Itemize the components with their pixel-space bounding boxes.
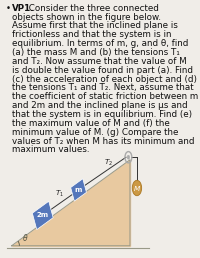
Text: the coefficient of static friction between m: the coefficient of static friction betwe… — [12, 92, 199, 101]
Text: the tensions T₁ and T₂. Next, assume that: the tensions T₁ and T₂. Next, assume tha… — [12, 83, 194, 92]
Text: the maximum value of M and (f) the: the maximum value of M and (f) the — [12, 119, 170, 128]
Text: and T₂. Now assume that the value of M: and T₂. Now assume that the value of M — [12, 57, 187, 66]
Text: 2m: 2m — [37, 212, 49, 219]
Text: •: • — [5, 4, 10, 13]
Text: minimum value of M. (g) Compare the: minimum value of M. (g) Compare the — [12, 128, 179, 137]
Text: equilibrium. In terms of m, g, and θ, find: equilibrium. In terms of m, g, and θ, fi… — [12, 39, 189, 48]
Circle shape — [127, 155, 130, 159]
Text: maximum values.: maximum values. — [12, 146, 90, 155]
Text: $M$: $M$ — [133, 183, 141, 192]
Text: and 2m and the inclined plane is μs and: and 2m and the inclined plane is μs and — [12, 101, 188, 110]
Text: $T_2$: $T_2$ — [104, 158, 113, 168]
Text: m: m — [75, 187, 82, 193]
Text: values of T₂ when M has its minimum and: values of T₂ when M has its minimum and — [12, 136, 195, 146]
Text: (a) the mass M and (b) the tensions T₁: (a) the mass M and (b) the tensions T₁ — [12, 48, 180, 57]
Text: objects shown in the figure below.: objects shown in the figure below. — [12, 13, 161, 22]
Text: $T_1$: $T_1$ — [55, 189, 64, 199]
Text: that the system is in equilibrium. Find (e): that the system is in equilibrium. Find … — [12, 110, 192, 119]
Circle shape — [132, 180, 142, 196]
Polygon shape — [32, 201, 53, 230]
Text: $\theta$: $\theta$ — [22, 232, 28, 243]
Text: Assume first that the inclined plane is: Assume first that the inclined plane is — [12, 21, 178, 30]
Polygon shape — [71, 179, 86, 201]
Text: VP1.: VP1. — [12, 4, 35, 13]
Polygon shape — [12, 160, 130, 246]
Text: is double the value found in part (a). Find: is double the value found in part (a). F… — [12, 66, 193, 75]
Text: (c) the acceleration of each object and (d): (c) the acceleration of each object and … — [12, 75, 197, 84]
Text: frictionless and that the system is in: frictionless and that the system is in — [12, 30, 172, 39]
Text: Consider the three connected: Consider the three connected — [26, 4, 158, 13]
